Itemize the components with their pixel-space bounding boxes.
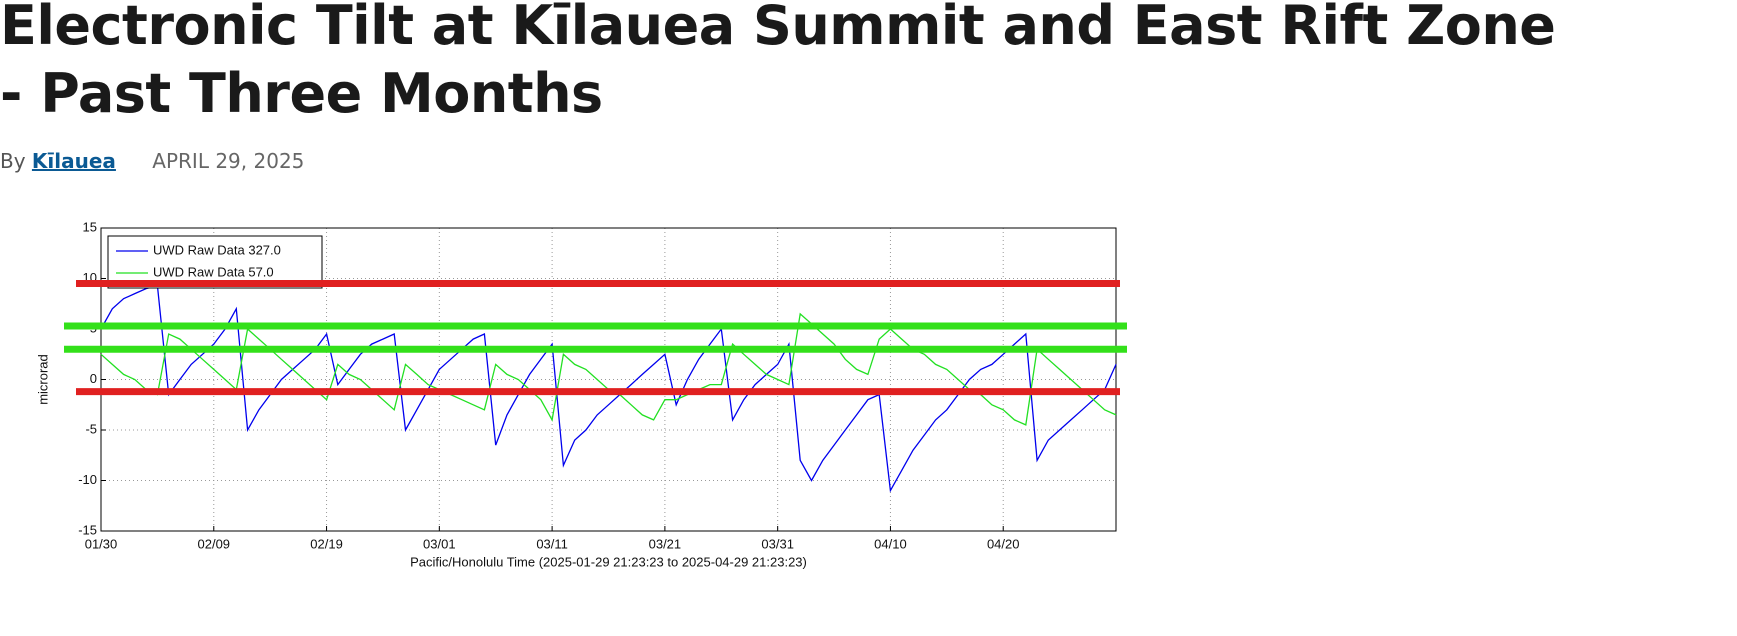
legend-label: UWD Raw Data 57.0 [153, 264, 274, 279]
x-tick-label: 02/09 [198, 536, 231, 551]
date: APRIL 29, 2025 [152, 149, 305, 173]
x-tick-label: 03/31 [761, 536, 794, 551]
legend-label: UWD Raw Data 327.0 [153, 242, 281, 257]
x-tick-label: 04/20 [987, 536, 1020, 551]
y-tick-label: 15 [83, 219, 97, 234]
y-tick-label: -5 [85, 421, 97, 436]
legend-box [107, 235, 323, 289]
y-tick-label: 0 [90, 371, 97, 386]
y-tick-label: -15 [78, 522, 97, 537]
y-tick-label: -10 [78, 472, 97, 487]
x-tick-label: 03/11 [536, 536, 568, 551]
x-tick-label: 03/01 [423, 536, 456, 551]
x-tick-label: 04/10 [874, 536, 907, 551]
x-tick-label: 03/21 [649, 536, 682, 551]
y-axis-label: microrad [35, 354, 50, 405]
author-link[interactable]: Kīlauea [31, 149, 116, 173]
x-tick-label: 02/19 [310, 536, 343, 551]
x-tick-label: 01/30 [85, 536, 118, 551]
article-title: Electronic Tilt at Kīlauea Summit and Ea… [0, 0, 1556, 125]
by: By [0, 149, 26, 173]
x-axis-label: Pacific/Honolulu Time (2025-01-29 21:23:… [410, 554, 807, 569]
byline: By Kīlauea APRIL 29, 2025 [0, 149, 304, 173]
plot-frame [100, 227, 1117, 532]
